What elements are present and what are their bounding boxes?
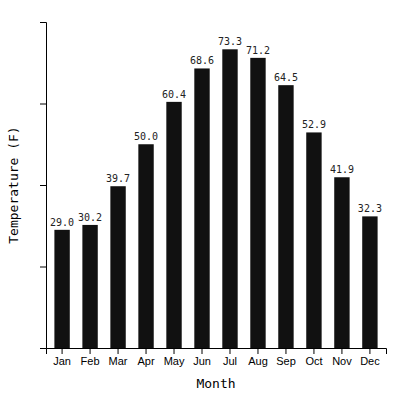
x-tick-label: Nov xyxy=(332,355,352,367)
y-axis-line xyxy=(40,23,47,349)
bar xyxy=(110,186,125,348)
x-tick-label: Apr xyxy=(137,355,154,367)
data-label: 64.5 xyxy=(274,72,298,83)
y-tick-mark xyxy=(40,348,46,349)
x-tick: May xyxy=(164,348,185,367)
x-tick-mark xyxy=(285,348,286,354)
x-axis: Jan Feb Mar Apr May Jun Jul Aug Sep Oct Nov Dec xyxy=(47,348,387,367)
bar xyxy=(250,58,265,348)
bar xyxy=(166,102,181,348)
bar xyxy=(334,177,349,348)
x-tick-mark xyxy=(202,348,203,354)
bar xyxy=(306,132,321,348)
x-tick: Nov xyxy=(332,348,352,367)
data-label: 50.0 xyxy=(134,131,158,142)
x-tick-label: Mar xyxy=(109,355,128,367)
plot: Jan Feb Mar Apr May Jun Jul Aug Sep Oct Nov Dec 29.0… xyxy=(40,23,387,367)
bar xyxy=(278,85,293,348)
x-tick-mark xyxy=(341,348,342,354)
y-tick-mark xyxy=(40,185,46,186)
data-label: 71.2 xyxy=(246,45,270,56)
y-tick xyxy=(40,22,46,23)
x-tick-mark xyxy=(313,348,314,354)
x-tick-label: Feb xyxy=(81,355,100,367)
bar xyxy=(82,225,97,348)
y-axis-title: Temperature (F) xyxy=(6,126,21,243)
data-label: 39.7 xyxy=(106,173,130,184)
chart-svg: Jan Feb Mar Apr May Jun Jul Aug Sep Oct Nov Dec 29.0… xyxy=(0,0,400,400)
x-tick-mark xyxy=(90,348,91,354)
x-tick-mark xyxy=(257,348,258,354)
x-tick-label: Jul xyxy=(223,355,237,367)
x-tick: Jan xyxy=(53,348,71,367)
x-tick: Oct xyxy=(305,348,322,367)
data-label: 32.3 xyxy=(358,203,382,214)
x-tick-label: May xyxy=(164,355,185,367)
data-label: 30.2 xyxy=(78,212,102,223)
x-tick: Mar xyxy=(109,348,128,367)
x-tick-label: Aug xyxy=(248,355,268,367)
x-tick-label: Oct xyxy=(305,355,322,367)
x-tick: Dec xyxy=(360,348,380,367)
x-tick: Feb xyxy=(81,348,100,367)
chart-container: Jan Feb Mar Apr May Jun Jul Aug Sep Oct Nov Dec 29.0… xyxy=(0,0,400,400)
y-tick xyxy=(40,348,46,349)
x-tick-mark xyxy=(146,348,147,354)
x-tick: Sep xyxy=(276,348,296,367)
x-tick: Apr xyxy=(137,348,154,367)
x-tick: Aug xyxy=(248,348,268,367)
x-axis-title: Month xyxy=(196,376,235,391)
x-tick-label: Jun xyxy=(193,355,211,367)
x-tick-mark xyxy=(174,348,175,354)
bar xyxy=(54,230,69,348)
x-tick: Jun xyxy=(193,348,211,367)
data-label: 29.0 xyxy=(50,217,74,228)
x-tick-mark xyxy=(369,348,370,354)
data-label: 68.6 xyxy=(190,55,214,66)
x-tick-label: Dec xyxy=(360,355,380,367)
x-tick-mark xyxy=(118,348,119,354)
y-axis xyxy=(40,23,47,349)
bar xyxy=(138,144,153,348)
data-label: 73.3 xyxy=(218,36,242,47)
x-tick-mark xyxy=(62,348,63,354)
y-tick xyxy=(40,267,46,268)
y-tick xyxy=(40,185,46,186)
x-tick-mark xyxy=(229,348,230,354)
x-tick: Jul xyxy=(223,348,237,367)
data-label: 60.4 xyxy=(162,89,186,100)
bar xyxy=(194,68,209,348)
data-labels: 29.0 30.2 39.7 50.0 60.4 68.6 73.3 71.2 64.5 52.9… xyxy=(50,36,382,228)
y-tick xyxy=(40,104,46,105)
x-tick-label: Jan xyxy=(53,355,71,367)
x-axis-line xyxy=(47,349,387,355)
data-label: 52.9 xyxy=(302,119,326,130)
y-tick-mark xyxy=(40,267,46,268)
y-tick-mark xyxy=(40,22,46,23)
x-tick-label: Sep xyxy=(276,355,296,367)
bars xyxy=(54,49,377,348)
bar xyxy=(222,49,237,348)
y-tick-mark xyxy=(40,104,46,105)
data-label: 41.9 xyxy=(330,164,354,175)
bar xyxy=(362,216,377,348)
